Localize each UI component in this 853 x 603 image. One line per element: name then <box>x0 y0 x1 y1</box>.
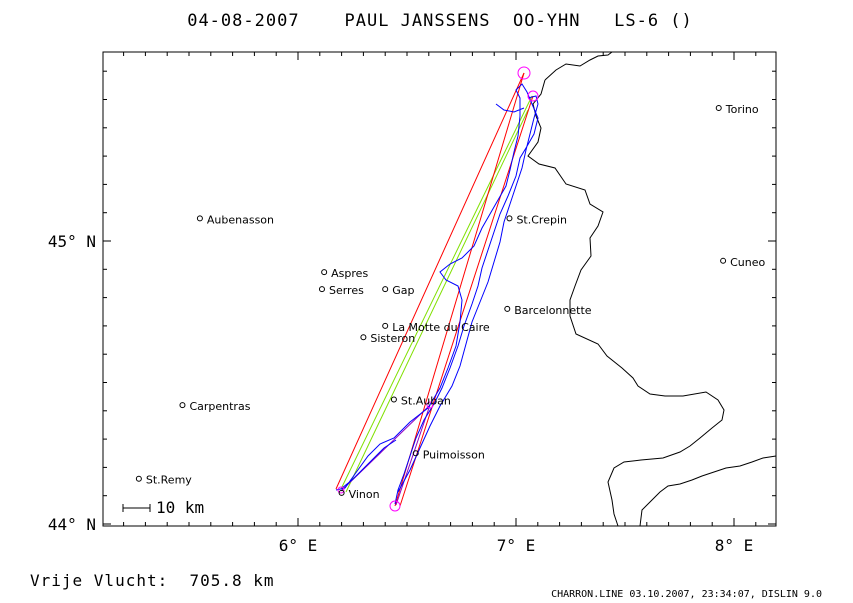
town-marker <box>390 396 397 403</box>
x-tick-label: 6° E <box>279 536 318 555</box>
town-label: Barcelonnette <box>514 304 592 317</box>
border-france-switzerland <box>544 51 613 81</box>
town-marker <box>382 286 389 293</box>
town-marker <box>338 489 345 496</box>
y-tick-label: 44° N <box>48 515 96 534</box>
task-leg-purple-2 <box>395 404 431 506</box>
town-label: Carpentras <box>189 400 250 413</box>
turnpoint-start <box>517 66 531 80</box>
scale-bar: 10 km <box>122 498 204 517</box>
town-label: Serres <box>329 284 364 297</box>
turnpoint-finish <box>389 500 401 512</box>
town-marker <box>179 402 186 409</box>
town-marker <box>504 305 511 312</box>
town-marker <box>196 215 203 222</box>
town-label: St.Auban <box>401 394 451 407</box>
map-title: 04-08-2007 PAUL JANSSENS OO-YHN LS-6 () <box>187 11 693 31</box>
town-label: Gap <box>392 284 414 297</box>
x-tick-label: 8° E <box>715 536 754 555</box>
map-axes: 6° E 7° E 8° E 45° N 44° N <box>48 52 776 555</box>
town-marker <box>360 334 367 341</box>
town-label: St.Remy <box>146 474 192 487</box>
town-markers: Torino Aubenasson St.Crepin Cuneo Aspres Serr… <box>135 103 765 501</box>
y-tick-label: 45° N <box>48 232 96 251</box>
coastline <box>639 455 777 527</box>
country-borders <box>527 51 777 527</box>
task-leg-red-1 <box>335 72 525 490</box>
town-marker <box>506 215 513 222</box>
distance-label: Vrije Vlucht: 705.8 km <box>30 571 275 590</box>
turnpoint-vinon <box>337 486 345 494</box>
town-label: Vinon <box>349 488 380 501</box>
town-label: Cuneo <box>730 256 765 269</box>
turnpoint-mid <box>426 401 434 409</box>
credit-label: CHARRON.LINE 03.10.2007, 23:34:07, DISLI… <box>551 589 822 600</box>
town-label: Aubenasson <box>207 213 274 226</box>
map-frame <box>102 51 777 527</box>
town-label: Sisteron <box>370 332 415 345</box>
town-marker <box>382 322 389 329</box>
town-label: La Motte du Caire <box>392 321 490 334</box>
town-label: St.Crepin <box>516 213 567 226</box>
town-marker <box>715 104 722 111</box>
task-leg-green-2 <box>345 109 529 493</box>
task-lines <box>335 72 534 507</box>
town-marker <box>720 257 727 264</box>
task-leg-green-1 <box>340 95 533 490</box>
town-marker <box>135 475 142 482</box>
town-marker <box>321 269 328 276</box>
border-france-italy <box>527 79 725 527</box>
turnpoints <box>337 66 539 512</box>
x-tick-label: 7° E <box>497 536 536 555</box>
town-marker <box>318 286 325 293</box>
turnpoint-north <box>527 90 539 102</box>
town-label: Puimoisson <box>423 448 485 461</box>
town-marker <box>412 450 419 457</box>
flight-track <box>335 83 539 505</box>
town-label: Torino <box>725 103 759 116</box>
town-label: Aspres <box>331 267 368 280</box>
scale-bar-label: 10 km <box>156 498 204 517</box>
